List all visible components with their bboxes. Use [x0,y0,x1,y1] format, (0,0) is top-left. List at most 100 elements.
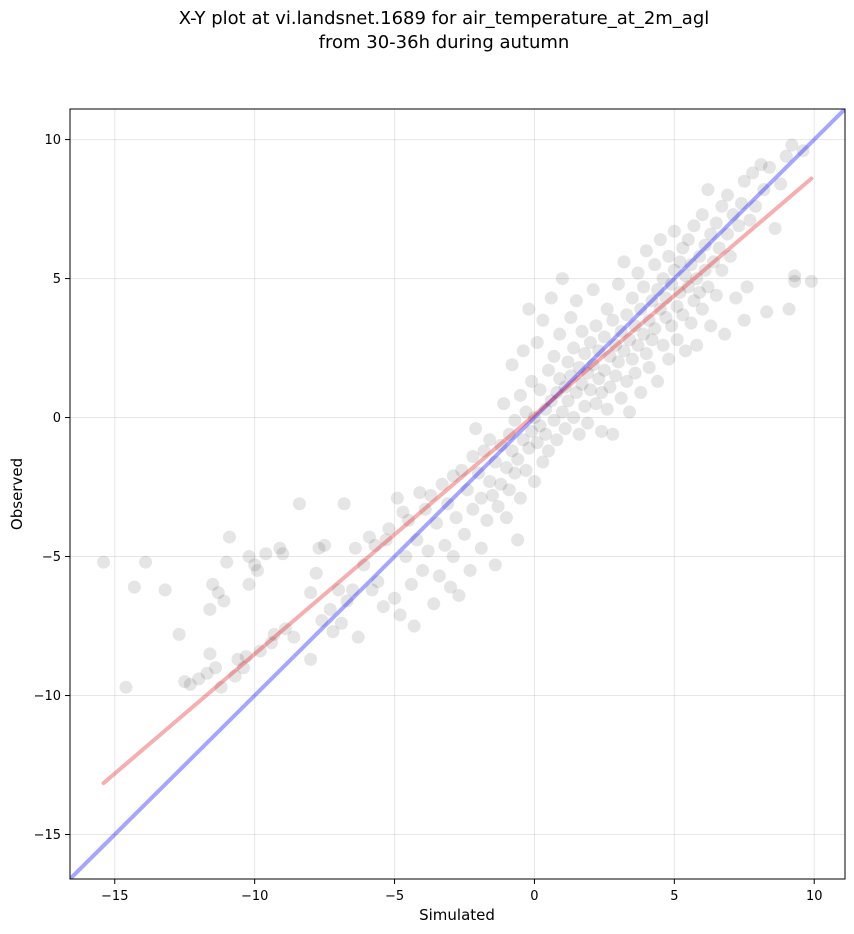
chart-title: X-Y plot at vi.landsnet.1689 for air_tem… [179,8,710,29]
data-point [575,324,589,338]
data-point [779,149,793,163]
data-point [704,227,718,241]
data-point [539,402,553,416]
data-point [757,183,771,197]
data-point [687,219,701,233]
data-point [670,299,684,313]
data-point [634,302,648,316]
data-point [214,680,228,694]
data-point [550,386,564,400]
data-point [220,555,234,569]
data-point [474,491,488,505]
data-point [488,558,502,572]
data-point [558,422,572,436]
data-point [326,625,340,639]
data-point [550,433,564,447]
data-point [597,363,611,377]
data-point [267,627,281,641]
data-point [183,677,197,691]
data-point [312,541,326,555]
data-point [259,547,273,561]
data-point [483,433,497,447]
data-point [684,258,698,272]
data-point [536,313,550,327]
data-point [276,547,290,561]
data-point [471,466,485,480]
data-point [718,327,732,341]
data-point [662,249,676,263]
data-point [553,327,567,341]
data-point [463,563,477,577]
data-point [452,588,466,602]
data-point [399,550,413,564]
data-point [679,344,693,358]
data-point [625,291,639,305]
data-point [469,422,483,436]
x-tick-label: −15 [101,889,128,904]
data-point [466,449,480,463]
x-tick-label: 5 [670,889,678,904]
data-point [611,277,625,291]
data-point [547,349,561,363]
data-point [715,263,729,277]
data-point [499,461,513,475]
data-point [427,597,441,611]
scatter-points [97,138,818,694]
data-point [388,591,402,605]
data-point [178,675,192,689]
data-point [505,358,519,372]
data-point [418,502,432,516]
data-point [410,533,424,547]
data-point [609,369,623,383]
data-point [693,285,707,299]
data-point [139,555,153,569]
data-point [376,600,390,614]
data-point [586,283,600,297]
data-point [236,661,250,675]
data-point [690,272,704,286]
data-point [606,427,620,441]
data-point [592,372,606,386]
data-point [760,305,774,319]
data-point [642,313,656,327]
x-axis-label: Simulated [419,906,495,924]
data-point [634,386,648,400]
data-point [541,363,555,377]
data-point [444,580,458,594]
data-point [508,466,522,480]
data-point [578,399,592,413]
data-point [273,541,287,555]
data-point [530,336,544,350]
data-point [606,313,620,327]
data-point [304,652,318,666]
data-point [522,441,536,455]
data-point [485,488,499,502]
data-point [404,577,418,591]
data-point [785,138,799,152]
chart-subtitle: from 30-36h during autumn [319,32,570,53]
data-point [653,302,667,316]
data-point [572,361,586,375]
data-point [477,444,491,458]
data-point [231,652,245,666]
data-point [589,397,603,411]
data-point [698,238,712,252]
data-point [547,413,561,427]
data-point [628,366,642,380]
data-point [583,336,597,350]
data-point [483,474,497,488]
data-point [561,355,575,369]
data-point [583,383,597,397]
data-point [729,291,743,305]
data-point [676,241,690,255]
data-point [645,333,659,347]
data-point [665,319,679,333]
data-point [670,333,684,347]
data-point [653,233,667,247]
data-point [332,583,346,597]
data-point [525,424,539,438]
data-point [421,544,435,558]
data-point [595,424,609,438]
x-tick-label: −5 [385,889,404,904]
